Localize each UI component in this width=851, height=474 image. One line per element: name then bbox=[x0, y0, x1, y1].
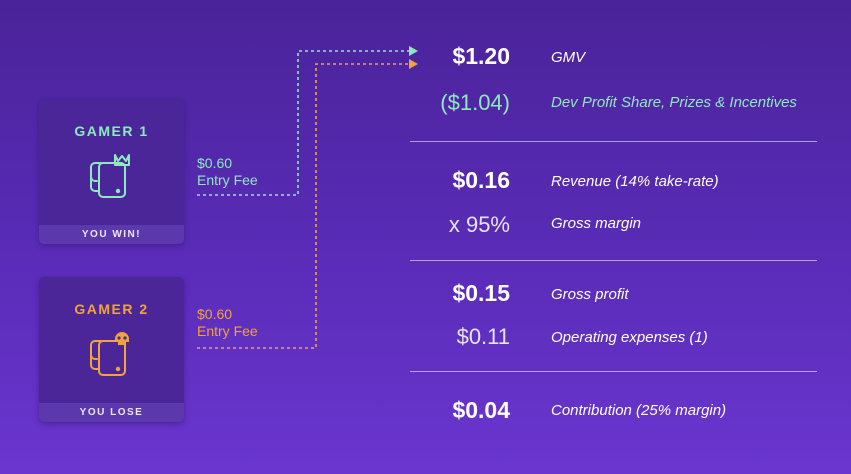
gamer-2-title: GAMER 2 bbox=[74, 301, 149, 317]
gamer-1-card: GAMER 1 YOU WIN! bbox=[39, 99, 184, 244]
gamer-2-fee-amount: $0.60 bbox=[197, 306, 233, 322]
opex-amount: $0.11 bbox=[456, 324, 510, 349]
gamer-1-fee: $0.60 Entry Fee bbox=[197, 155, 258, 189]
gross-profit-amount: $0.15 bbox=[452, 280, 510, 306]
phone-skull-icon bbox=[90, 332, 129, 376]
gamer-2-fee-label: Entry Fee bbox=[197, 323, 258, 339]
divider bbox=[410, 371, 817, 372]
gamer-2-arrowhead bbox=[409, 59, 418, 69]
contribution-label: Contribution (25% margin) bbox=[551, 402, 727, 419]
gamer-1-arrowhead bbox=[409, 46, 418, 56]
gmv-label: GMV bbox=[551, 49, 586, 66]
gamer-2-arrow bbox=[197, 63, 410, 349]
gamer-1-arrow bbox=[197, 50, 410, 196]
gamer-2-fee: $0.60 Entry Fee bbox=[197, 306, 258, 340]
contribution-amount: $0.04 bbox=[452, 397, 510, 423]
gamer-1-fee-label: Entry Fee bbox=[197, 172, 258, 188]
gamer-1-result: YOU WIN! bbox=[39, 225, 184, 244]
profit-share-label: Dev Profit Share, Prizes & Incentives bbox=[551, 94, 797, 111]
gmv-amount: $1.20 bbox=[452, 43, 510, 69]
phone-crown-icon bbox=[90, 154, 130, 198]
divider bbox=[410, 141, 817, 142]
opex-label: Operating expenses (1) bbox=[551, 329, 708, 346]
gamer-1-fee-amount: $0.60 bbox=[197, 155, 233, 171]
revenue-label: Revenue (14% take-rate) bbox=[551, 173, 719, 190]
gross-margin-amount: x 95% bbox=[448, 212, 510, 237]
gross-profit-label: Gross profit bbox=[551, 286, 629, 303]
revenue-amount: $0.16 bbox=[452, 167, 510, 193]
gamer-2-card: GAMER 2 YOU LOSE bbox=[39, 277, 184, 422]
divider bbox=[410, 260, 817, 261]
profit-share-amount: ($1.04) bbox=[440, 90, 510, 115]
gamer-1-title: GAMER 1 bbox=[74, 123, 149, 139]
gross-margin-label: Gross margin bbox=[551, 215, 642, 232]
gamer-2-result: YOU LOSE bbox=[39, 403, 184, 422]
